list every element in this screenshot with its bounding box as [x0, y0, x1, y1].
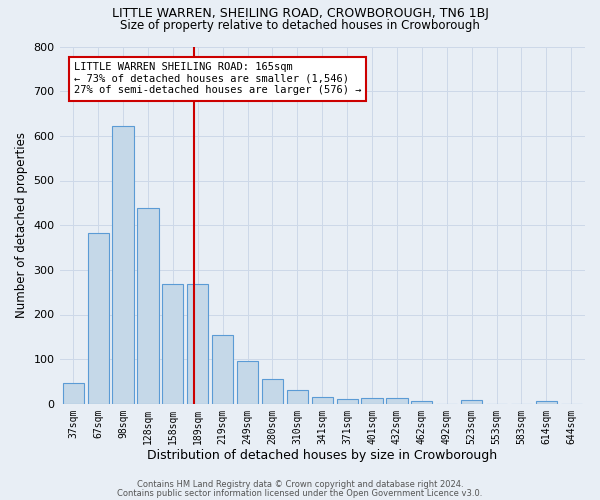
Bar — [386, 398, 407, 404]
Text: Contains public sector information licensed under the Open Government Licence v3: Contains public sector information licen… — [118, 488, 482, 498]
Text: Contains HM Land Registry data © Crown copyright and database right 2024.: Contains HM Land Registry data © Crown c… — [137, 480, 463, 489]
Bar — [361, 398, 383, 404]
Bar — [287, 390, 308, 404]
X-axis label: Distribution of detached houses by size in Crowborough: Distribution of detached houses by size … — [147, 450, 497, 462]
Bar — [162, 284, 184, 404]
Y-axis label: Number of detached properties: Number of detached properties — [15, 132, 28, 318]
Bar — [262, 380, 283, 404]
Bar — [112, 126, 134, 404]
Bar — [311, 397, 333, 404]
Text: Size of property relative to detached houses in Crowborough: Size of property relative to detached ho… — [120, 19, 480, 32]
Bar — [88, 233, 109, 404]
Bar — [62, 383, 84, 404]
Bar — [337, 400, 358, 404]
Text: LITTLE WARREN, SHEILING ROAD, CROWBOROUGH, TN6 1BJ: LITTLE WARREN, SHEILING ROAD, CROWBOROUG… — [112, 8, 488, 20]
Bar — [461, 400, 482, 404]
Bar — [411, 400, 433, 404]
Bar — [536, 400, 557, 404]
Bar — [212, 336, 233, 404]
Text: LITTLE WARREN SHEILING ROAD: 165sqm
← 73% of detached houses are smaller (1,546): LITTLE WARREN SHEILING ROAD: 165sqm ← 73… — [74, 62, 361, 96]
Bar — [137, 208, 158, 404]
Bar — [237, 362, 258, 404]
Bar — [187, 284, 208, 404]
